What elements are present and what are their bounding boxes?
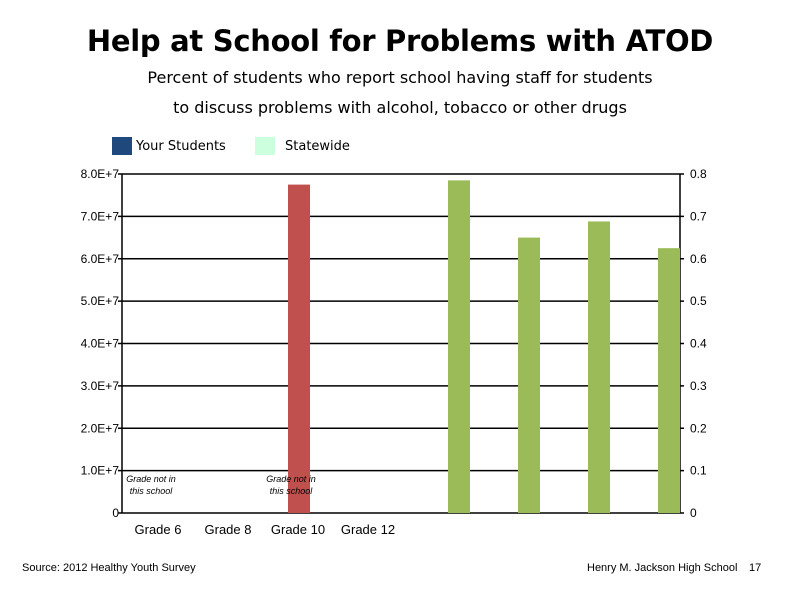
chart-title: Help at School for Problems with ATOD <box>86 24 714 58</box>
bar-green <box>448 180 470 513</box>
annotation-grade-not-in-school: Grade not in <box>126 474 176 484</box>
annotation-grade-not-in-school: this school <box>130 486 174 496</box>
bar-green <box>518 237 540 513</box>
x-axis-category-label: Grade 10 <box>271 522 325 537</box>
left-axis-tick-label: 5.0E+7 <box>81 294 120 308</box>
legend-item-your-students: Your Students <box>112 137 226 155</box>
source-note: Source: 2012 Healthy Youth Survey <box>22 562 196 574</box>
right-axis-tick-label: 0.4 <box>690 337 707 351</box>
annotation-grade-not-in-school: Grade not in <box>266 474 316 484</box>
page-number: 17 <box>749 562 762 574</box>
right-axis-tick-label: 0 <box>690 506 697 520</box>
chart-subtitle-line-2: to discuss problems with alcohol, tobacc… <box>173 98 627 117</box>
x-axis-category-label: Grade 8 <box>205 522 252 537</box>
legend-swatch-your-students <box>112 137 132 155</box>
school-name: Henry M. Jackson High School <box>587 562 738 574</box>
x-axis-category-label: Grade 12 <box>341 522 395 537</box>
right-axis-tick-label: 0.1 <box>690 464 707 478</box>
legend-swatch-statewide <box>255 137 275 155</box>
bar-red-grade-10 <box>288 184 310 513</box>
annotation-grade-not-in-school: this school <box>270 486 314 496</box>
left-axis-tick-label: 2.0E+7 <box>81 421 120 435</box>
right-axis-tick-label: 0.2 <box>690 421 707 435</box>
bar-green <box>658 248 680 513</box>
left-axis-tick-label: 3.0E+7 <box>81 379 120 393</box>
legend-label-statewide: Statewide <box>285 138 350 154</box>
left-axis-tick-label: 8.0E+7 <box>81 167 120 181</box>
right-axis-tick-label: 0.3 <box>690 379 707 393</box>
right-axis-tick-label: 0.8 <box>690 167 707 181</box>
chart-subtitle-line-1: Percent of students who report school ha… <box>147 68 653 87</box>
right-axis-tick-label: 0.7 <box>690 209 707 223</box>
right-axis-tick-label: 0.5 <box>690 294 707 308</box>
bar-green <box>588 221 610 513</box>
left-axis-tick-label: 0 <box>112 506 119 520</box>
legend-label-your-students: Your Students <box>136 138 226 154</box>
left-axis-tick-label: 1.0E+7 <box>81 464 120 478</box>
right-axis-tick-label: 0.6 <box>690 252 707 266</box>
legend-item-statewide: Statewide <box>255 137 350 155</box>
left-axis-tick-label: 6.0E+7 <box>81 252 120 266</box>
left-axis-tick-label: 7.0E+7 <box>81 209 120 223</box>
left-axis-tick-label: 4.0E+7 <box>81 337 120 351</box>
x-axis-category-label: Grade 6 <box>135 522 182 537</box>
